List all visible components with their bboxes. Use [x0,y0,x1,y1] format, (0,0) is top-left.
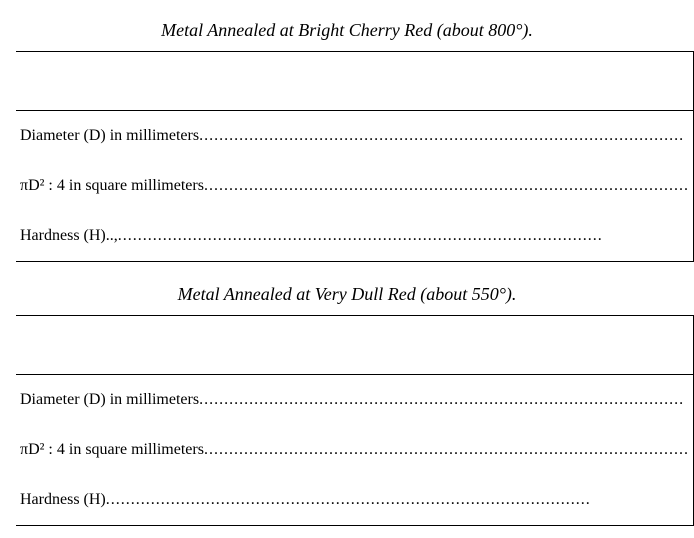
table1-header-row: p(001). b¹(011). a¹(111). [16,52,694,111]
table-row: Hardness (H) 75 79 81 [16,475,694,526]
row-label: πD² : 4 in square millimeters [20,177,204,195]
table-row: Hardness (H).., 66 69 76 [16,211,694,262]
table-row: πD² : 4 in square millimeters 1.8627 1.7… [16,425,694,475]
table-row: Diameter (D) in millimeters 1.540 1.500 … [16,375,694,426]
table1-title: Metal Annealed at Bright Cherry Red (abo… [16,20,678,41]
leader-dots [204,177,689,195]
table-row: πD² : 4 in square millimeters 2.1174 2.0… [16,161,694,211]
table-row: Diameter (D) in millimeters 1.642 1.602 … [16,111,694,162]
leader-dots [199,127,689,145]
leader-dots [199,391,689,409]
table2-header-row: p(001). b¹(011) a¹(111). [16,316,694,375]
row-label: Hardness (H) [20,491,106,509]
table2-title: Metal Annealed at Very Dull Red (about 5… [16,284,678,305]
leader-dots [118,227,689,245]
row-label: Hardness (H).., [20,227,118,245]
leader-dots [204,441,689,459]
row-label: Diameter (D) in millimeters [20,391,199,409]
table2-header-empty [16,316,693,375]
leader-dots [106,491,689,509]
row-label: πD² : 4 in square millimeters [20,441,204,459]
table1: p(001). b¹(011). a¹(111). Diameter (D) i… [16,51,694,262]
table1-header-empty [16,52,693,111]
row-label: Diameter (D) in millimeters [20,127,199,145]
table2: p(001). b¹(011) a¹(111). Diameter (D) in… [16,315,694,526]
